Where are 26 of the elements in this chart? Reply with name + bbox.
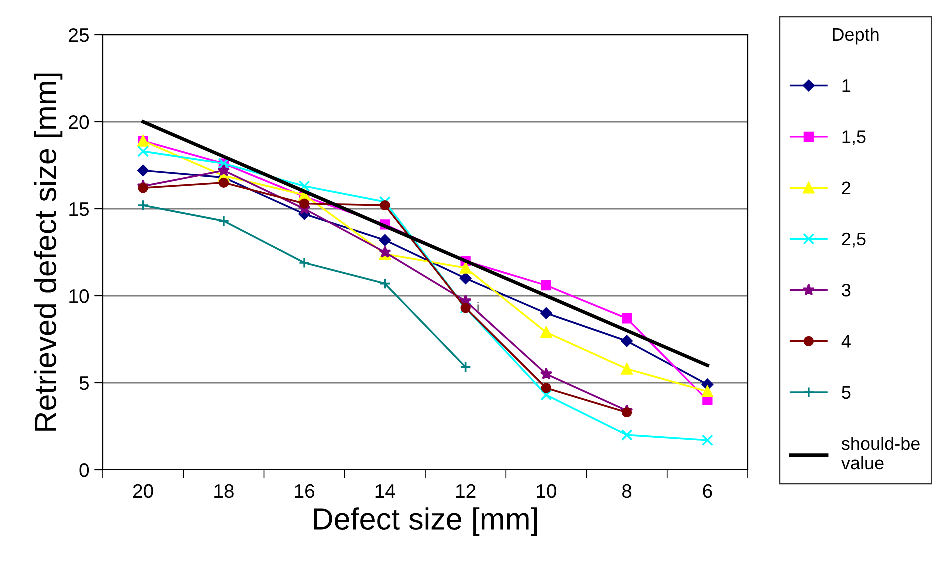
x-tick-label: 6: [703, 484, 712, 498]
x-axis-title: Defect size [mm]: [314, 508, 538, 536]
legend-label: should-be value: [841, 436, 920, 470]
legend-label: 4: [842, 335, 851, 348]
y-tick-label: 10: [70, 289, 90, 304]
y-tick-label: 15: [70, 202, 89, 216]
legend-label: 2: [842, 182, 851, 194]
y-tick-label: 25: [69, 28, 89, 42]
annotation: i: [478, 302, 479, 312]
x-tick-label: 14: [376, 484, 396, 498]
y-tick-label: 20: [69, 115, 90, 130]
x-tick-label: 20: [133, 484, 154, 498]
legend-label: 2,5: [842, 232, 866, 248]
y-axis-title: Retrieved defect size [mm]: [34, 74, 63, 431]
legend-label: 1: [842, 80, 851, 92]
x-tick-label: 8: [622, 484, 632, 498]
x-tick-label: 18: [214, 484, 234, 498]
legend-title: Depth: [833, 28, 879, 45]
legend-label: 5: [842, 386, 851, 400]
legend-label: 1,5: [842, 130, 866, 146]
y-tick-label: 5: [80, 376, 89, 390]
x-tick-label: 16: [295, 484, 315, 498]
y-tick-label: 0: [80, 463, 90, 478]
x-tick-label: 12: [456, 484, 476, 498]
x-tick-label: 10: [537, 484, 556, 498]
legend-label: 3: [842, 284, 851, 297]
